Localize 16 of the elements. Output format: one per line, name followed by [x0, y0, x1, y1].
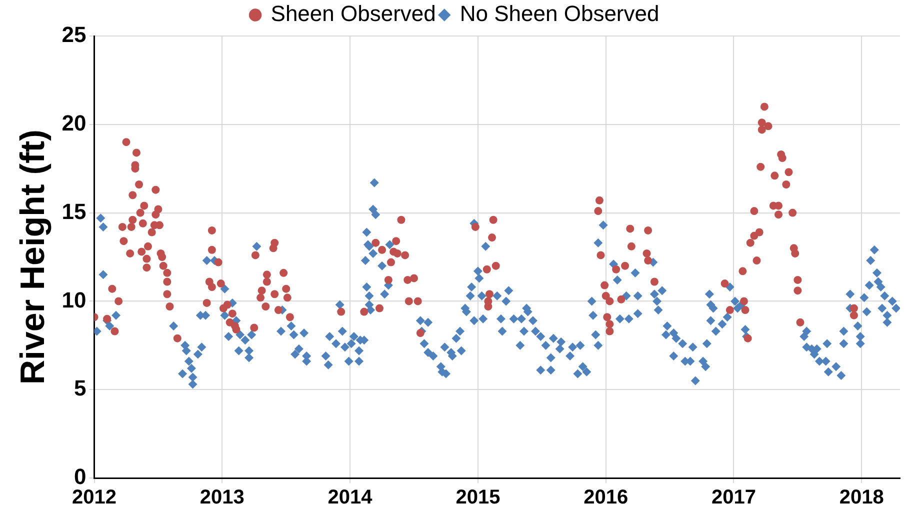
x-tick-label: 2012: [72, 486, 117, 509]
x-tick-label: 2017: [711, 486, 756, 509]
x-tick-label: 2015: [456, 486, 500, 509]
x-tick-label: 2016: [584, 486, 628, 509]
y-tick-label: 25: [62, 22, 86, 48]
y-tick-label: 20: [62, 110, 86, 136]
x-tick-label: 2018: [839, 486, 884, 509]
x-tick-label: 2013: [200, 486, 244, 509]
y-axis-title: River Height (ft): [14, 130, 52, 384]
legend-label: No Sheen Observed: [460, 1, 660, 26]
y-tick-label: 0: [74, 464, 86, 490]
y-tick-label: 15: [62, 198, 86, 224]
x-tick-label: 2014: [328, 486, 374, 509]
legend-label: Sheen Observed: [270, 1, 436, 26]
y-tick-label: 5: [74, 376, 86, 401]
y-tick-label: 10: [62, 287, 86, 312]
